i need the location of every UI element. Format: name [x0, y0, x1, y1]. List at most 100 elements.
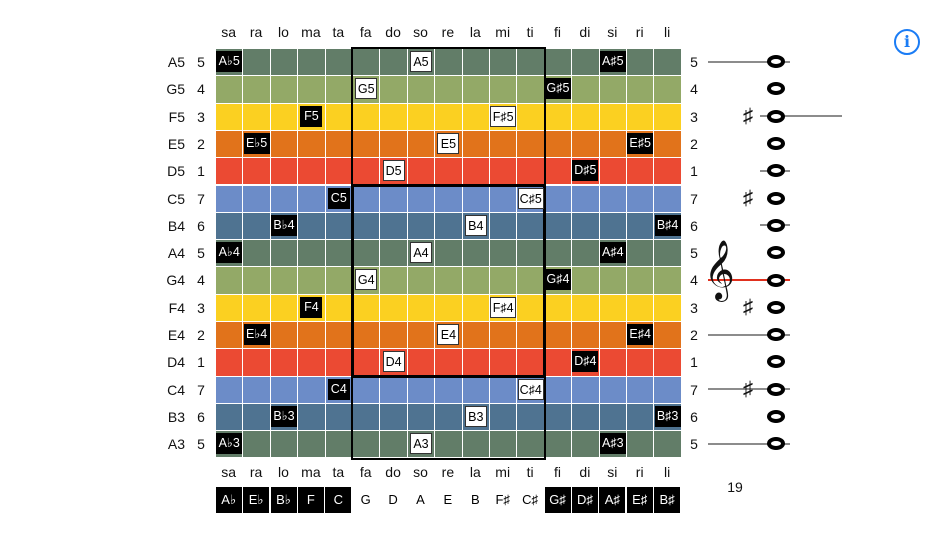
grid-cell[interactable] — [324, 75, 353, 104]
grid-cell[interactable] — [406, 293, 436, 322]
grid-cell[interactable] — [653, 266, 682, 295]
grid-cell[interactable] — [297, 48, 326, 77]
grid-cell[interactable] — [406, 102, 436, 131]
note-label[interactable]: E♯5 — [627, 132, 654, 154]
grid-cell[interactable] — [269, 129, 299, 159]
grid-cell[interactable] — [324, 266, 353, 295]
grid-cell[interactable] — [489, 157, 518, 186]
grid-cell[interactable] — [242, 157, 271, 186]
grid-cell[interactable] — [461, 348, 490, 377]
grid-cell[interactable] — [242, 375, 271, 404]
grid-cell[interactable] — [489, 266, 518, 295]
key-name-1[interactable]: E♭ — [243, 487, 270, 513]
grid-cell[interactable] — [242, 48, 271, 77]
grid-cell[interactable] — [543, 375, 573, 404]
grid-cell[interactable] — [379, 430, 408, 459]
grid-cell[interactable] — [543, 48, 573, 77]
grid-cell[interactable] — [352, 402, 381, 432]
key-name-7[interactable]: A — [407, 487, 434, 513]
grid-cell[interactable] — [406, 402, 436, 432]
grid-cell[interactable] — [653, 129, 682, 159]
grid-cell[interactable] — [489, 184, 518, 213]
grid-cell[interactable] — [489, 129, 518, 159]
grid-cell[interactable] — [571, 321, 600, 350]
grid-cell[interactable] — [653, 321, 682, 350]
grid-cell[interactable] — [516, 157, 545, 186]
grid-cell[interactable] — [653, 157, 682, 186]
grid-cell[interactable] — [543, 348, 573, 377]
grid-cell[interactable] — [543, 184, 573, 213]
grid-cell[interactable] — [379, 48, 408, 77]
grid-cell[interactable] — [653, 375, 682, 404]
note-label[interactable]: F4 — [300, 296, 323, 318]
grid-cell[interactable] — [626, 430, 655, 459]
key-name-12[interactable]: G♯ — [544, 487, 571, 513]
grid-cell[interactable] — [406, 348, 436, 377]
grid-cell[interactable] — [406, 75, 436, 104]
grid-cell[interactable] — [406, 321, 436, 350]
key-name-10[interactable]: F♯ — [489, 487, 516, 513]
grid-cell[interactable] — [461, 129, 490, 159]
grid-cell[interactable] — [434, 211, 463, 241]
grid-cell[interactable] — [215, 102, 244, 131]
grid-cell[interactable] — [598, 375, 627, 404]
key-name-11[interactable]: C♯ — [517, 487, 544, 513]
grid-cell[interactable] — [215, 293, 244, 322]
grid-cell[interactable] — [297, 375, 326, 404]
info-button[interactable]: i — [894, 29, 920, 55]
grid-cell[interactable] — [461, 430, 490, 459]
grid-cell[interactable] — [324, 321, 353, 350]
grid-cell[interactable] — [434, 48, 463, 77]
grid-cell[interactable] — [598, 321, 627, 350]
grid-cell[interactable] — [598, 129, 627, 159]
grid-cell[interactable] — [516, 211, 545, 241]
grid-cell[interactable] — [242, 430, 271, 459]
key-name-14[interactable]: A♯ — [599, 487, 626, 513]
grid-cell[interactable] — [379, 75, 408, 104]
grid-cell[interactable] — [269, 102, 299, 131]
note-label[interactable]: G5 — [355, 78, 378, 100]
key-name-0[interactable]: A♭ — [215, 487, 242, 513]
grid-cell[interactable] — [352, 129, 381, 159]
grid-cell[interactable] — [269, 239, 299, 268]
grid-cell[interactable] — [571, 402, 600, 432]
key-name-16[interactable]: B♯ — [654, 487, 681, 513]
grid-cell[interactable] — [324, 348, 353, 377]
key-name-8[interactable]: E — [434, 487, 461, 513]
grid-cell[interactable] — [489, 348, 518, 377]
grid-cell[interactable] — [406, 266, 436, 295]
grid-cell[interactable] — [379, 293, 408, 322]
grid-cell[interactable] — [406, 157, 436, 186]
grid-cell[interactable] — [489, 239, 518, 268]
grid-cell[interactable] — [653, 348, 682, 377]
grid-cell[interactable] — [626, 266, 655, 295]
key-name-5[interactable]: G — [352, 487, 379, 513]
grid-cell[interactable] — [269, 430, 299, 459]
grid-cell[interactable] — [434, 293, 463, 322]
grid-cell[interactable] — [434, 348, 463, 377]
grid-cell[interactable] — [516, 348, 545, 377]
grid-cell[interactable] — [406, 211, 436, 241]
note-label[interactable]: F♯4 — [490, 296, 517, 318]
grid-cell[interactable] — [516, 321, 545, 350]
grid-cell[interactable] — [543, 211, 573, 241]
grid-cell[interactable] — [516, 402, 545, 432]
grid-cell[interactable] — [571, 102, 600, 131]
grid-cell[interactable] — [571, 211, 600, 241]
key-name-2[interactable]: B♭ — [270, 487, 297, 513]
key-name-4[interactable]: C — [325, 487, 352, 513]
grid-cell[interactable] — [571, 375, 600, 404]
grid-cell[interactable] — [516, 75, 545, 104]
grid-cell[interactable] — [461, 75, 490, 104]
note-label[interactable]: A♯5 — [599, 51, 626, 72]
grid-cell[interactable] — [215, 348, 244, 377]
grid-cell[interactable] — [269, 348, 299, 377]
grid-cell[interactable] — [352, 211, 381, 241]
note-label[interactable]: B4 — [464, 214, 487, 236]
grid-cell[interactable] — [543, 430, 573, 459]
grid-cell[interactable] — [461, 157, 490, 186]
grid-cell[interactable] — [269, 293, 299, 322]
grid-cell[interactable] — [434, 102, 463, 131]
note-label[interactable]: E5 — [437, 132, 460, 154]
grid-cell[interactable] — [297, 239, 326, 268]
